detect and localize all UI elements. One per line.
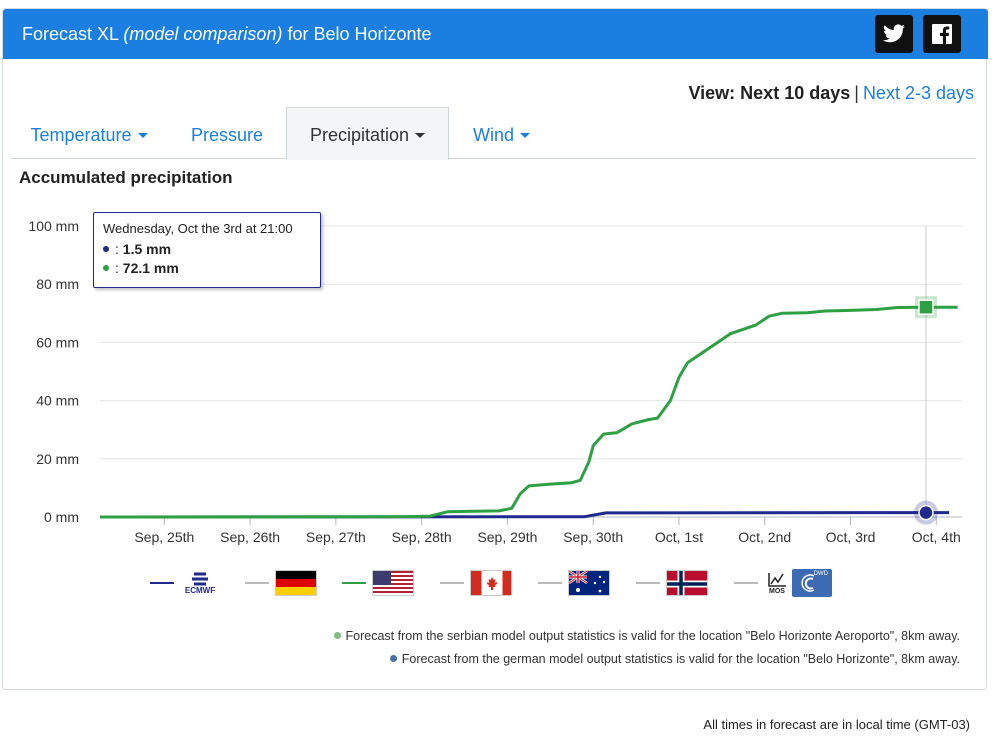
tab-precipitation[interactable]: Precipitation	[286, 107, 449, 160]
title-prefix: Forecast XL	[22, 24, 119, 44]
x-tick-label: Sep, 28th	[392, 529, 452, 545]
y-tick-label: 60 mm	[36, 334, 79, 350]
series-line-1	[99, 305, 958, 519]
title-suffix: for Belo Horizonte	[287, 24, 432, 44]
x-tick-label: Sep, 29th	[477, 529, 537, 545]
legend-item-canada[interactable]	[440, 566, 512, 600]
germany-flag-icon	[275, 570, 317, 596]
model-note-german: Forecast from the german model output st…	[389, 652, 960, 666]
twitter-icon	[883, 24, 905, 43]
dwd-logo-icon: DWD	[792, 569, 832, 597]
legend-line	[245, 582, 269, 584]
x-tick-label: Sep, 25th	[134, 529, 194, 545]
facebook-icon	[932, 24, 952, 44]
timezone-footer: All times in forecast are in local time …	[703, 717, 970, 732]
x-tick-label: Oct, 1st	[655, 529, 703, 545]
view-next-2-3-days-link[interactable]: Next 2-3 days	[862, 83, 974, 103]
legend-item-usa[interactable]	[342, 566, 414, 600]
facebook-button[interactable]	[923, 15, 961, 53]
legend-item-norway[interactable]	[636, 566, 708, 600]
canada-flag-icon	[470, 570, 512, 596]
legend-item-mos-dwd[interactable]: MOS DWD	[734, 566, 832, 600]
tab-label: Precipitation	[309, 125, 410, 145]
chevron-down-icon	[520, 133, 530, 138]
tab-temperature[interactable]: Temperature	[10, 107, 168, 159]
tab-pressure[interactable]: Pressure	[168, 107, 286, 159]
legend-line	[538, 582, 562, 584]
y-tick-label: 100 mm	[28, 218, 79, 234]
note-dot-icon	[389, 655, 397, 662]
note-text: Forecast from the german model output st…	[401, 652, 960, 666]
legend-line	[734, 582, 758, 584]
tab-label: Temperature	[30, 125, 132, 145]
view-switcher: View: Next 10 days | Next 2-3 days	[688, 83, 974, 104]
x-tick-label: Sep, 30th	[563, 529, 623, 545]
chart-legend: ECMWF	[150, 566, 850, 602]
note-dot-icon	[333, 632, 341, 639]
australia-flag-icon	[568, 570, 610, 596]
title-model: (model comparison)	[123, 24, 283, 44]
y-tick-label: 20 mm	[36, 451, 79, 467]
series-marker	[918, 504, 934, 521]
tooltip-row-ecmwf: : 1.5 mm	[103, 240, 311, 259]
legend-line	[440, 582, 464, 584]
ecmwf-logo-icon: ECMWF	[180, 567, 220, 599]
ecmwf-logo-text: ECMWF	[184, 585, 216, 595]
page-title: Forecast XL (model comparison) for Belo …	[22, 24, 432, 45]
chevron-down-icon	[137, 133, 148, 138]
series-dot-icon	[103, 265, 109, 271]
tab-label: Wind	[472, 125, 514, 145]
chevron-down-icon	[415, 133, 426, 138]
tooltip-row-usa: : 72.1 mm	[103, 259, 311, 278]
legend-line	[150, 582, 174, 584]
y-tick-label: 40 mm	[36, 393, 79, 409]
series-dot-icon	[103, 246, 109, 252]
tab-label: Pressure	[190, 125, 264, 145]
usa-flag-icon	[372, 570, 414, 596]
mos-chart-icon: MOS	[764, 568, 790, 598]
tooltip-value: 72.1 mm	[122, 260, 179, 276]
tooltip-heading: Wednesday, Oct the 3rd at 21:00	[103, 221, 293, 236]
model-note-serbian: Forecast from the serbian model output s…	[333, 629, 960, 643]
chart-title: Accumulated precipitation	[19, 168, 233, 187]
view-current: View: Next 10 days	[688, 83, 851, 103]
note-text: Forecast from the serbian model output s…	[345, 629, 960, 643]
x-tick-label: Sep, 26th	[220, 529, 280, 545]
legend-line	[636, 582, 660, 584]
series-marker	[918, 299, 934, 315]
tab-wind[interactable]: Wind	[449, 107, 554, 159]
mos-label: MOS	[769, 587, 785, 595]
tab-bar: Temperature Pressure Precipitation Wind	[10, 107, 976, 160]
dwd-logo-text: DWD	[813, 571, 828, 577]
legend-item-ecmwf[interactable]: ECMWF	[150, 566, 220, 600]
tooltip-value: 1.5 mm	[122, 241, 172, 257]
y-tick-label: 80 mm	[36, 276, 79, 292]
legend-line	[342, 582, 366, 584]
tooltip-sep: :	[115, 260, 119, 276]
chart-tooltip: Wednesday, Oct the 3rd at 21:00 : 1.5 mm…	[93, 212, 321, 288]
tooltip-sep: :	[115, 241, 119, 257]
norway-flag-icon	[666, 570, 708, 596]
x-tick-label: Oct, 4th	[912, 529, 961, 545]
y-tick-label: 0 mm	[44, 509, 79, 525]
legend-item-australia[interactable]	[538, 566, 610, 600]
x-tick-label: Sep, 27th	[306, 529, 366, 545]
twitter-button[interactable]	[875, 15, 913, 53]
view-separator: |	[854, 83, 859, 103]
header-bar: Forecast XL (model comparison) for Belo …	[3, 9, 988, 59]
x-tick-label: Oct, 2nd	[738, 529, 791, 545]
x-tick-label: Oct, 3rd	[826, 529, 876, 545]
legend-item-germany[interactable]	[245, 566, 317, 600]
